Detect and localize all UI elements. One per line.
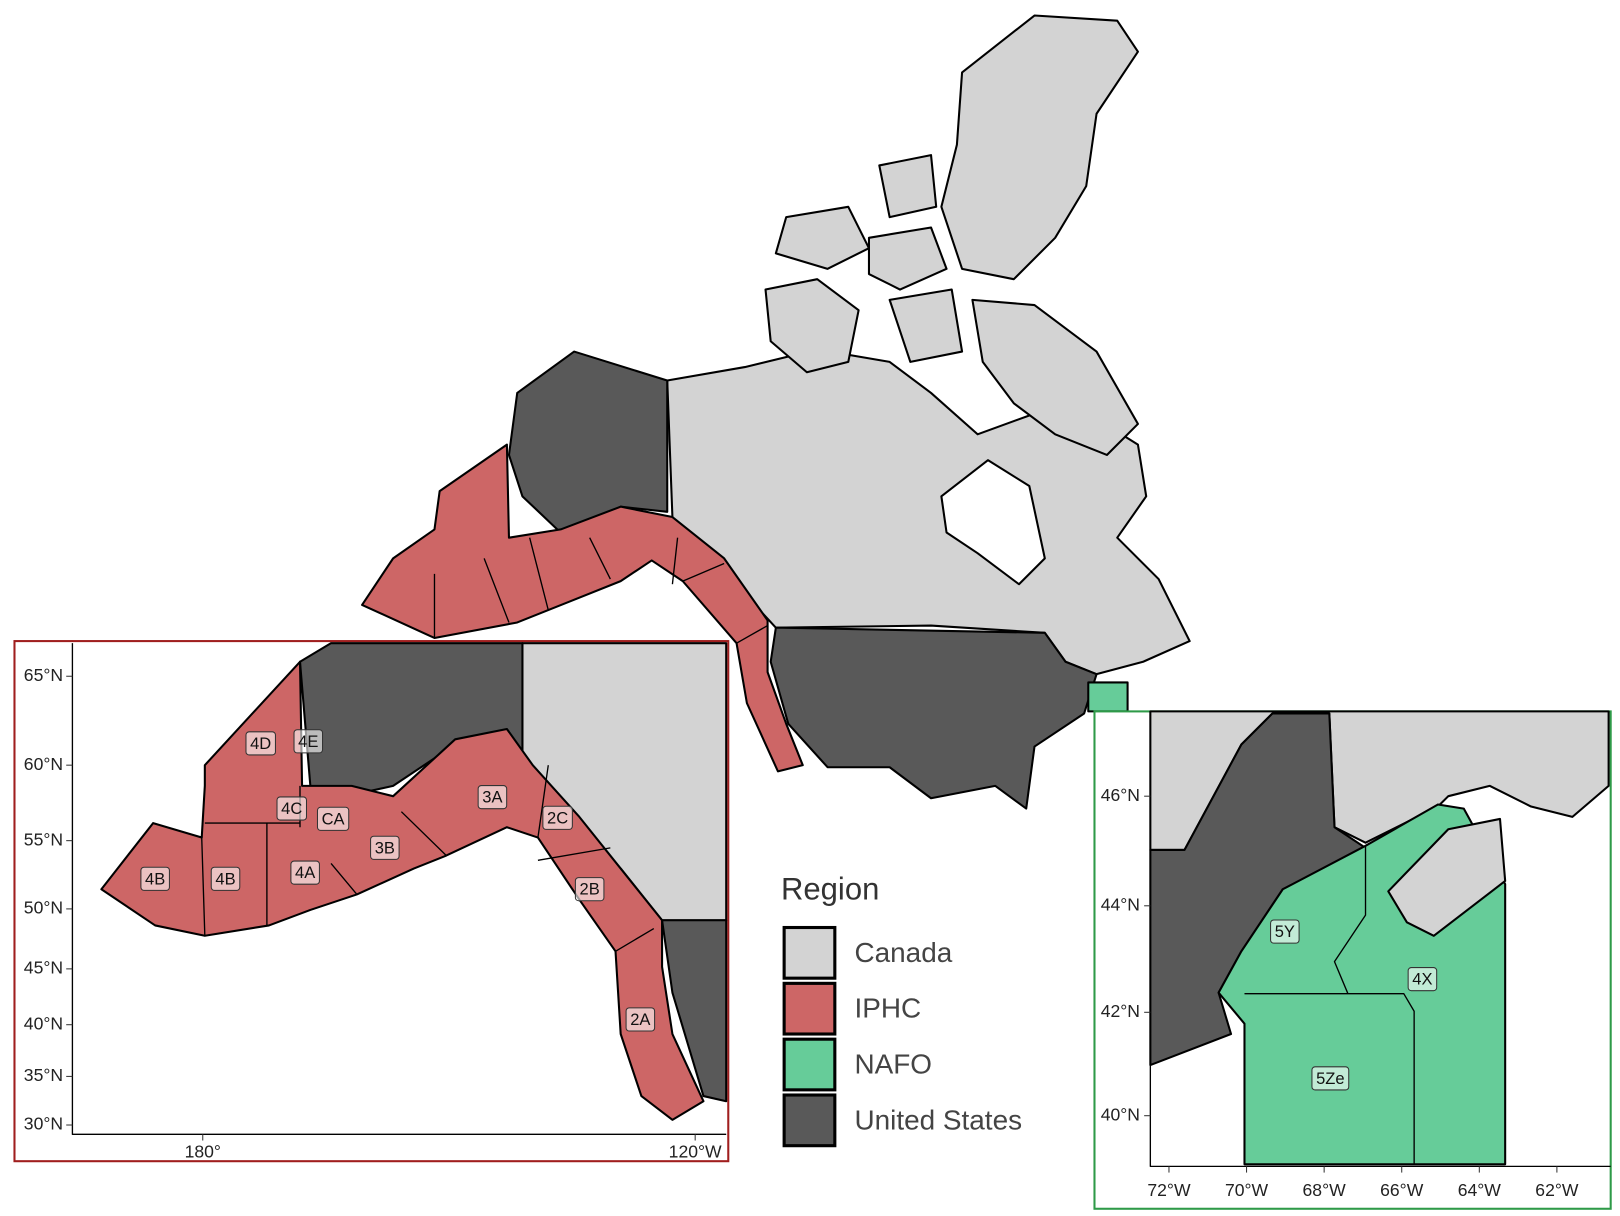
legend-label: United States	[854, 1104, 1022, 1135]
zone-label: 4D	[245, 731, 276, 756]
zone-label-text: 4E	[298, 732, 318, 751]
arctic-island	[878, 154, 938, 219]
zone-label-text: 4B	[145, 869, 165, 888]
zone-label: 2B	[574, 877, 605, 902]
x-tick-label: 180°	[185, 1142, 221, 1162]
y-tick-label: 60°N	[24, 754, 63, 774]
x-tick-label: 66°W	[1380, 1180, 1424, 1200]
zone-label: 4A	[290, 860, 320, 885]
united-states	[769, 626, 1098, 810]
legend-label: NAFO	[854, 1048, 932, 1079]
y-tick-label: 46°N	[1101, 785, 1140, 805]
main-map	[361, 14, 1191, 810]
arctic-island	[764, 278, 860, 374]
zone-label: CA	[316, 806, 350, 831]
zone-label-box	[276, 796, 308, 821]
legend-swatch	[782, 1093, 837, 1148]
iphc-area	[361, 443, 804, 773]
x-tick-label: 62°W	[1535, 1180, 1579, 1200]
y-tick-label: 44°N	[1101, 894, 1140, 914]
zone-label: 4X	[1407, 967, 1438, 992]
zone-label: 4E	[293, 729, 324, 754]
y-tick-label: 65°N	[24, 665, 63, 685]
zone-label-text: 2C	[547, 808, 568, 827]
zone-label-text: 4B	[215, 869, 235, 888]
atlantic-inset	[1093, 710, 1612, 1210]
x-tick-label: 70°W	[1225, 1180, 1269, 1200]
alaska	[507, 350, 669, 537]
x-tick-label: 120°W	[669, 1142, 722, 1162]
zone-label-box	[1311, 1066, 1350, 1091]
zone-label: 4C	[276, 796, 308, 821]
y-tick-label: 42°N	[1101, 1001, 1140, 1021]
arctic-island	[888, 288, 964, 363]
zone-label-box	[290, 860, 320, 885]
zone-label-text: 5Ze	[1316, 1069, 1345, 1088]
zone-label: 4B	[210, 866, 241, 891]
arctic-island	[867, 226, 948, 291]
legend-label: Canada	[854, 937, 952, 968]
zone-label-box	[293, 729, 324, 754]
x-tick-label: 64°W	[1458, 1180, 1502, 1200]
hudson-bay	[940, 459, 1046, 586]
zone-label: 3A	[477, 785, 508, 810]
zone-label-box	[625, 1007, 656, 1032]
pacific-inset	[13, 640, 730, 1163]
iphc-area	[100, 660, 705, 1121]
zone-label-box	[1270, 919, 1300, 944]
zone-label: 3B	[370, 835, 400, 860]
x-tick-label: 68°W	[1303, 1180, 1347, 1200]
iphc-boundary	[433, 537, 768, 644]
zone-label-text: 3A	[482, 788, 502, 807]
legend-swatch	[782, 981, 837, 1036]
y-tick-label: 40°N	[1101, 1104, 1140, 1124]
legend-title: Region	[781, 872, 879, 907]
zone-label-box	[140, 866, 170, 891]
zone-label-box	[477, 785, 508, 810]
nafo-area	[1087, 681, 1129, 713]
nafo-boundary	[1244, 845, 1415, 1165]
zone-label-text: 5Y	[1275, 922, 1295, 941]
zone-label-text: 4A	[295, 863, 315, 882]
zone-label-box	[542, 805, 573, 830]
y-tick-label: 50°N	[24, 898, 63, 918]
zone-label-box	[574, 877, 605, 902]
y-tick-label: 55°N	[24, 829, 63, 849]
zone-label: 2A	[625, 1007, 656, 1032]
zone-label-text: 4C	[281, 799, 302, 818]
zone-label-text: 3B	[375, 838, 395, 857]
x-tick-label: 72°W	[1147, 1180, 1191, 1200]
legend-swatch	[782, 1037, 837, 1092]
axis-line	[1149, 711, 1611, 1168]
axis-line	[71, 643, 727, 1135]
zone-label-box	[316, 806, 350, 831]
arctic-island	[940, 14, 1139, 281]
zone-label-box	[245, 731, 276, 756]
zone-label: 2C	[542, 805, 573, 830]
arctic-island	[774, 205, 871, 270]
zone-label-text: 4X	[1412, 970, 1432, 989]
zone-label-text: 4D	[250, 734, 271, 753]
y-tick-label: 30°N	[24, 1114, 63, 1134]
zone-label-text: 2B	[580, 880, 600, 899]
y-tick-label: 45°N	[24, 958, 63, 978]
zone-label: 5Ze	[1311, 1066, 1350, 1091]
zone-label-text: 2A	[630, 1010, 650, 1029]
y-tick-label: 40°N	[24, 1013, 63, 1033]
y-tick-label: 35°N	[24, 1065, 63, 1085]
legend-swatch	[782, 925, 837, 980]
zone-label-box	[210, 866, 241, 891]
nova-scotia	[1387, 817, 1507, 937]
united-states	[661, 919, 728, 1103]
zone-label-box	[1407, 967, 1438, 992]
zone-label: 5Y	[1270, 919, 1300, 944]
legend-label: IPHC	[854, 993, 921, 1024]
zone-label-box	[370, 835, 400, 860]
baffin-island	[971, 298, 1139, 456]
zone-label: 4B	[140, 866, 170, 891]
zone-label-text: CA	[322, 809, 345, 828]
legend: Region Canada IPHC NAFO United States	[781, 872, 1022, 1148]
